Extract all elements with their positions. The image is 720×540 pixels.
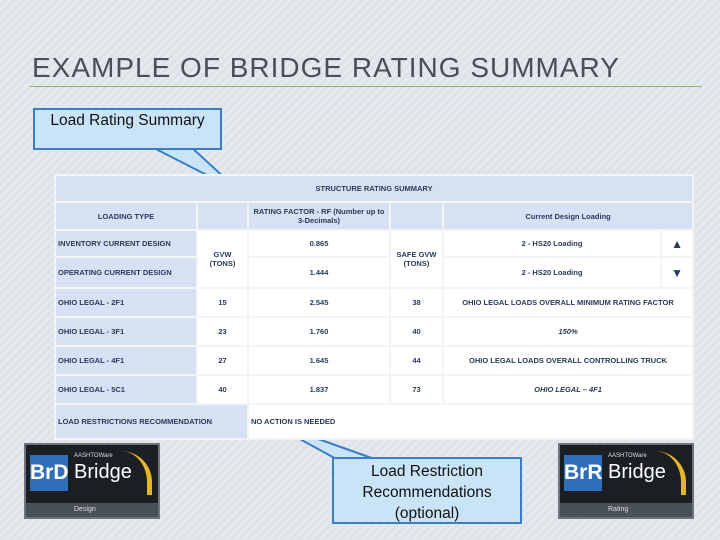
cell: OHIO LEGAL LOADS OVERALL CONTROLLING TRU…	[441, 345, 695, 376]
logo-stripe	[121, 451, 152, 495]
cell: 2 - HS20 Loading	[442, 256, 662, 289]
cell: 40	[196, 374, 249, 405]
cell: 0.865	[247, 229, 391, 258]
cell: OHIO LEGAL – 4F1	[441, 374, 695, 405]
row-label: OPERATING CURRENT DESIGN	[54, 256, 198, 289]
cell: 27	[196, 345, 249, 376]
cell: 1.837	[247, 374, 391, 405]
cell: 23	[196, 316, 249, 347]
scroll-up[interactable]: ▲	[659, 229, 695, 258]
table-title: STRUCTURE RATING SUMMARY	[53, 174, 695, 203]
cell: 44	[389, 345, 444, 376]
row-label: LOAD RESTRICTIONS RECOMMENDATION	[54, 403, 249, 440]
table-row: OHIO LEGAL - 4F1 27 1.645 44 OHIO LEGAL LOAD…	[54, 345, 695, 376]
callout: Load Restriction Recommendations (option…	[332, 457, 522, 524]
cell: 40	[389, 316, 444, 347]
logo-product: Bridge	[74, 461, 132, 483]
logo-brand: AASHTOWare	[74, 453, 113, 459]
cell: 38	[389, 287, 444, 318]
table-row: OHIO LEGAL - 2F1 15 2.545 38 OHIO LEGAL LOAD…	[54, 287, 695, 318]
cell: NO ACTION IS NEEDED	[246, 403, 695, 440]
cell: OHIO LEGAL LOADS OVERALL MINIMUM RATING …	[441, 287, 695, 318]
column-header: Current Design Loading	[441, 201, 695, 231]
column-header: LOADING TYPE	[54, 201, 198, 231]
logo-stripe	[655, 451, 686, 495]
row-label: OHIO LEGAL - 2F1	[54, 287, 198, 318]
title-rule	[30, 86, 702, 87]
logo-module: Rating	[560, 503, 692, 517]
cell: 150%	[441, 316, 695, 347]
row-label: OHIO LEGAL - 4F1	[54, 345, 198, 376]
safe-gvw-label: SAFE GVW (TONS)	[389, 229, 444, 289]
cell: 15	[196, 287, 249, 318]
cell: 1.760	[247, 316, 391, 347]
gvw-label: GVW (TONS)	[196, 229, 249, 289]
scroll-down[interactable]: ▼	[659, 256, 695, 289]
logo: BrD AASHTOWare Bridge Design	[24, 443, 160, 519]
cell: 1.444	[247, 256, 391, 289]
table-row: OHIO LEGAL - 3F1 23 1.760 40 150%	[54, 316, 695, 347]
logo: BrR AASHTOWare Bridge Rating	[558, 443, 694, 519]
rating-table: STRUCTURE RATING SUMMARY LOADING TYPE RAT…	[53, 174, 695, 440]
cell: 73	[389, 374, 444, 405]
logo-product: Bridge	[608, 461, 666, 483]
cell: 1.645	[247, 345, 391, 376]
column-header: RATING FACTOR - RF (Number up to 3-Decim…	[247, 201, 391, 231]
logo-badge: BrR	[564, 455, 603, 491]
logo-module: Design	[26, 503, 158, 517]
row-label: OHIO LEGAL - 3F1	[54, 316, 198, 347]
callout: Load Rating Summary	[33, 108, 222, 150]
row-label: INVENTORY CURRENT DESIGN	[54, 229, 198, 258]
table-row: OHIO LEGAL - 5C1 40 1.837 73 OHIO LEGAL – 4F…	[54, 374, 695, 405]
slide-title: EXAMPLE OF BRIDGE RATING SUMMARY	[32, 52, 620, 83]
row-label: OHIO LEGAL - 5C1	[54, 374, 198, 405]
logo-brand: AASHTOWare	[608, 453, 647, 459]
cell: 2 - HS20 Loading	[442, 229, 662, 258]
logo-badge: BrD	[30, 455, 69, 491]
cell: 2.545	[247, 287, 391, 318]
